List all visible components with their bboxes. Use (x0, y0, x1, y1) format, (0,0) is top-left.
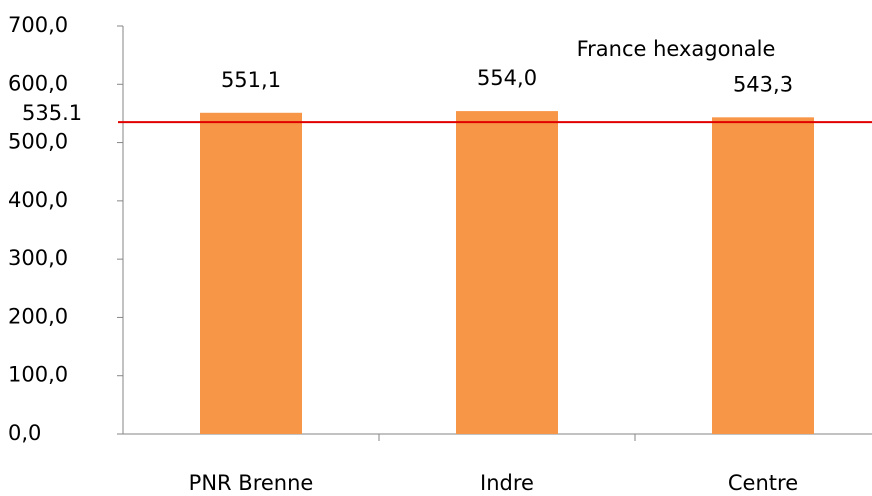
bar (712, 117, 814, 435)
x-tick-label: PNR Brenne (189, 471, 314, 495)
y-tick-label: 100,0 (8, 363, 68, 387)
value-label: 551,1 (221, 68, 281, 92)
y-tick-label: 0,0 (8, 421, 41, 445)
y-tick-label: 200,0 (8, 304, 68, 328)
x-tick-label: Centre (728, 471, 798, 495)
bar (200, 112, 302, 435)
bar (456, 111, 558, 435)
value-label: 554,0 (477, 66, 537, 90)
reference-value: 535.1 (22, 101, 82, 125)
y-tick-label: 700,0 (8, 13, 68, 37)
x-tick-label: Indre (480, 471, 534, 495)
y-tick-label: 300,0 (8, 246, 68, 270)
y-tick-label: 400,0 (8, 188, 68, 212)
y-tick-label: 600,0 (8, 71, 68, 95)
y-tick-label: 500,0 (8, 130, 68, 154)
reference-label: France hexagonale (577, 37, 776, 61)
value-label: 543,3 (733, 72, 793, 96)
